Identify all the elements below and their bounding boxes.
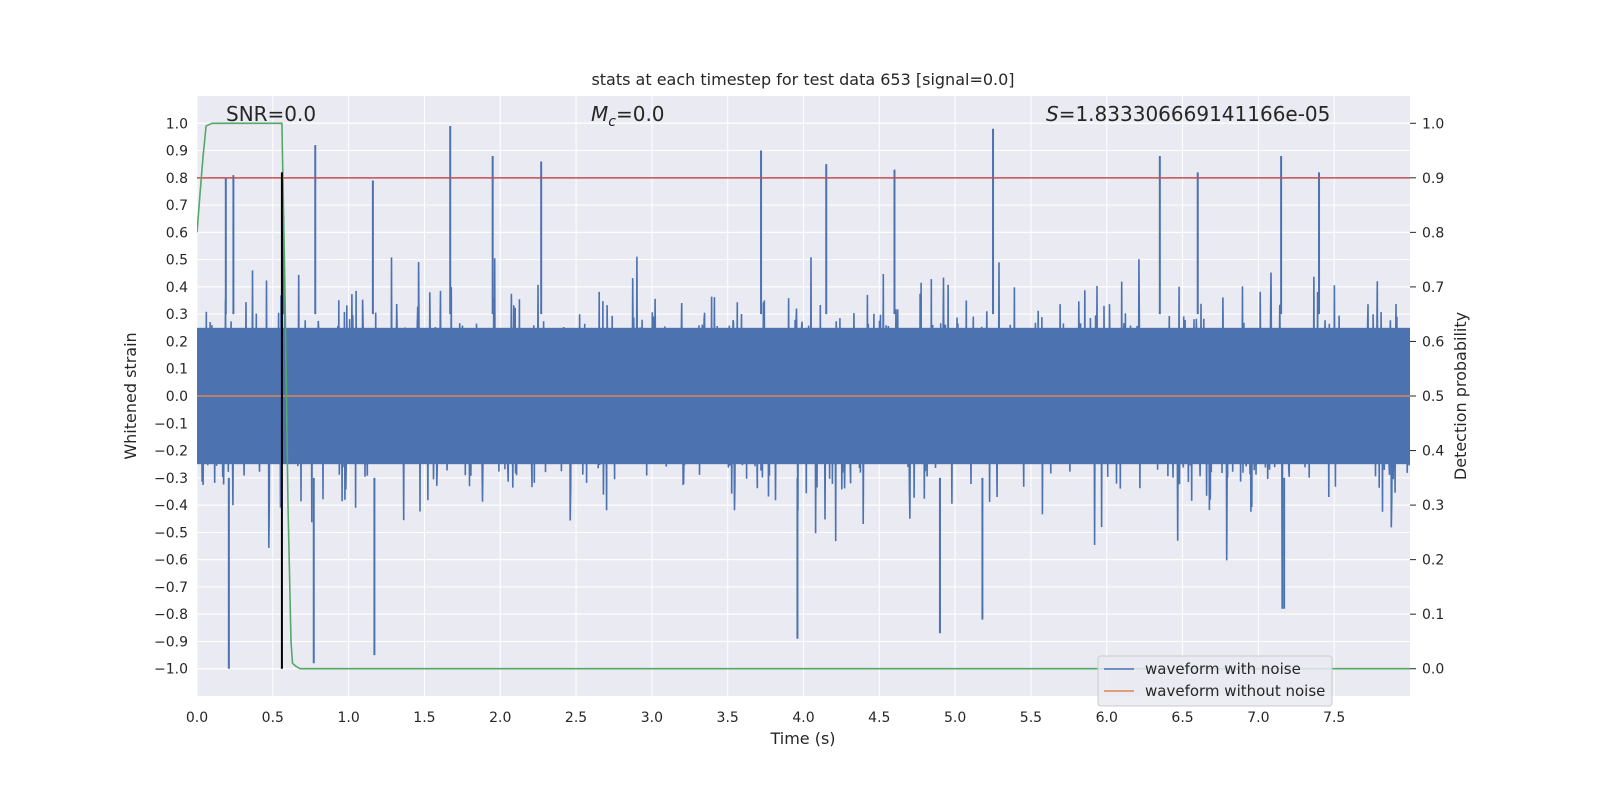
left-y-tick-label: −0.9 <box>154 634 188 650</box>
mc-subscript: c <box>608 114 616 130</box>
right-y-tick-label: 0.1 <box>1422 607 1444 623</box>
x-tick-label: 2.0 <box>489 710 511 726</box>
detection-probability-line <box>197 122 1410 670</box>
mc-annotation: Mc=0.0 <box>591 102 665 130</box>
left-y-tick-label: 0.0 <box>166 389 188 405</box>
x-tick-label: 7.0 <box>1247 710 1269 726</box>
left-y-axis-label: Whitened strain <box>121 332 140 459</box>
left-y-tick-label: −0.5 <box>154 525 188 541</box>
right-y-tick-label: 0.2 <box>1422 553 1444 569</box>
right-y-tick-label: 0.4 <box>1422 444 1444 460</box>
left-y-tick-label: −0.4 <box>154 498 188 514</box>
left-y-tick-label: 0.1 <box>166 362 188 378</box>
x-tick-label: 0.5 <box>262 710 284 726</box>
left-y-tick-label: −0.7 <box>154 580 188 596</box>
snr-annotation: SNR=0.0 <box>226 102 316 126</box>
legend-label-noise: waveform with noise <box>1145 660 1301 678</box>
left-y-axis: 1.0 0.9 0.8 0.7 0.6 0.5 0.4 0.3 0.2 0.1 0.0 −0.1 −0.… <box>154 116 188 677</box>
x-tick-label: 5.5 <box>1020 710 1042 726</box>
x-tick-label: 1.0 <box>337 710 359 726</box>
mc-symbol: M <box>591 102 608 126</box>
right-y-tick-label: 0.7 <box>1422 280 1444 296</box>
right-y-tick-label: 1.0 <box>1422 116 1444 132</box>
legend-box <box>1097 655 1333 707</box>
s-annotation: S=1.833306669141166e-05 <box>1046 102 1330 126</box>
mc-value: =0.0 <box>616 102 665 126</box>
chart-title: stats at each timestep for test data 653… <box>591 70 1014 89</box>
left-y-tick-label: 0.6 <box>166 225 188 241</box>
legend-label-clean: waveform without noise <box>1145 682 1325 700</box>
right-y-axis: 1.0 0.9 0.8 0.7 0.6 0.5 0.4 0.3 0.2 0.1 0.0 <box>1410 116 1444 678</box>
s-value: =1.833306669141166e-05 <box>1059 102 1331 126</box>
right-y-axis-label: Detection probability <box>1451 312 1470 480</box>
left-y-tick-label: 0.3 <box>166 307 188 323</box>
left-y-tick-label: −0.6 <box>154 553 188 569</box>
x-tick-label: 2.5 <box>565 710 587 726</box>
right-y-tick-label: 0.6 <box>1422 334 1444 350</box>
right-y-tick-label: 0.9 <box>1422 171 1444 187</box>
left-y-tick-label: −1.0 <box>154 662 188 678</box>
s-symbol: S <box>1046 102 1059 126</box>
left-y-tick-label: 0.2 <box>166 334 188 350</box>
left-y-tick-label: −0.8 <box>154 607 188 623</box>
left-y-tick-label: −0.1 <box>154 416 188 432</box>
right-y-tick-label: 0.3 <box>1422 498 1444 514</box>
left-y-tick-label: 0.7 <box>166 198 188 214</box>
left-y-tick-label: −0.2 <box>154 444 188 460</box>
x-tick-label: 7.5 <box>1323 710 1345 726</box>
left-y-tick-label: 0.9 <box>166 144 188 160</box>
series-group <box>197 122 1410 670</box>
right-y-tick-label: 0.8 <box>1422 225 1444 241</box>
x-tick-label: 5.0 <box>944 710 966 726</box>
left-y-tick-label: 1.0 <box>166 116 188 132</box>
x-tick-label: 4.0 <box>792 710 814 726</box>
x-tick-label: 6.0 <box>1096 710 1118 726</box>
x-axis-label: Time (s) <box>769 729 835 748</box>
right-y-tick-label: 0.5 <box>1422 389 1444 405</box>
x-tick-label: 3.0 <box>641 710 663 726</box>
left-y-tick-label: 0.4 <box>166 280 188 296</box>
x-tick-label: 3.5 <box>717 710 739 726</box>
right-y-tick-label: 0.0 <box>1422 662 1444 678</box>
x-tick-label: 6.5 <box>1171 710 1193 726</box>
x-axis: 0.0 0.5 1.0 1.5 2.0 2.5 3.0 3.5 4.0 4.5 5.0 5.5 6.0 6… <box>186 710 1345 726</box>
plot-area <box>196 96 1410 696</box>
left-y-tick-label: 0.5 <box>166 253 188 269</box>
x-tick-label: 0.0 <box>186 710 208 726</box>
x-tick-label: 1.5 <box>413 710 435 726</box>
left-y-tick-label: 0.8 <box>166 171 188 187</box>
left-y-tick-label: −0.3 <box>154 471 188 487</box>
legend: waveform with noise waveform without noi… <box>1097 655 1333 707</box>
x-tick-label: 4.5 <box>868 710 890 726</box>
